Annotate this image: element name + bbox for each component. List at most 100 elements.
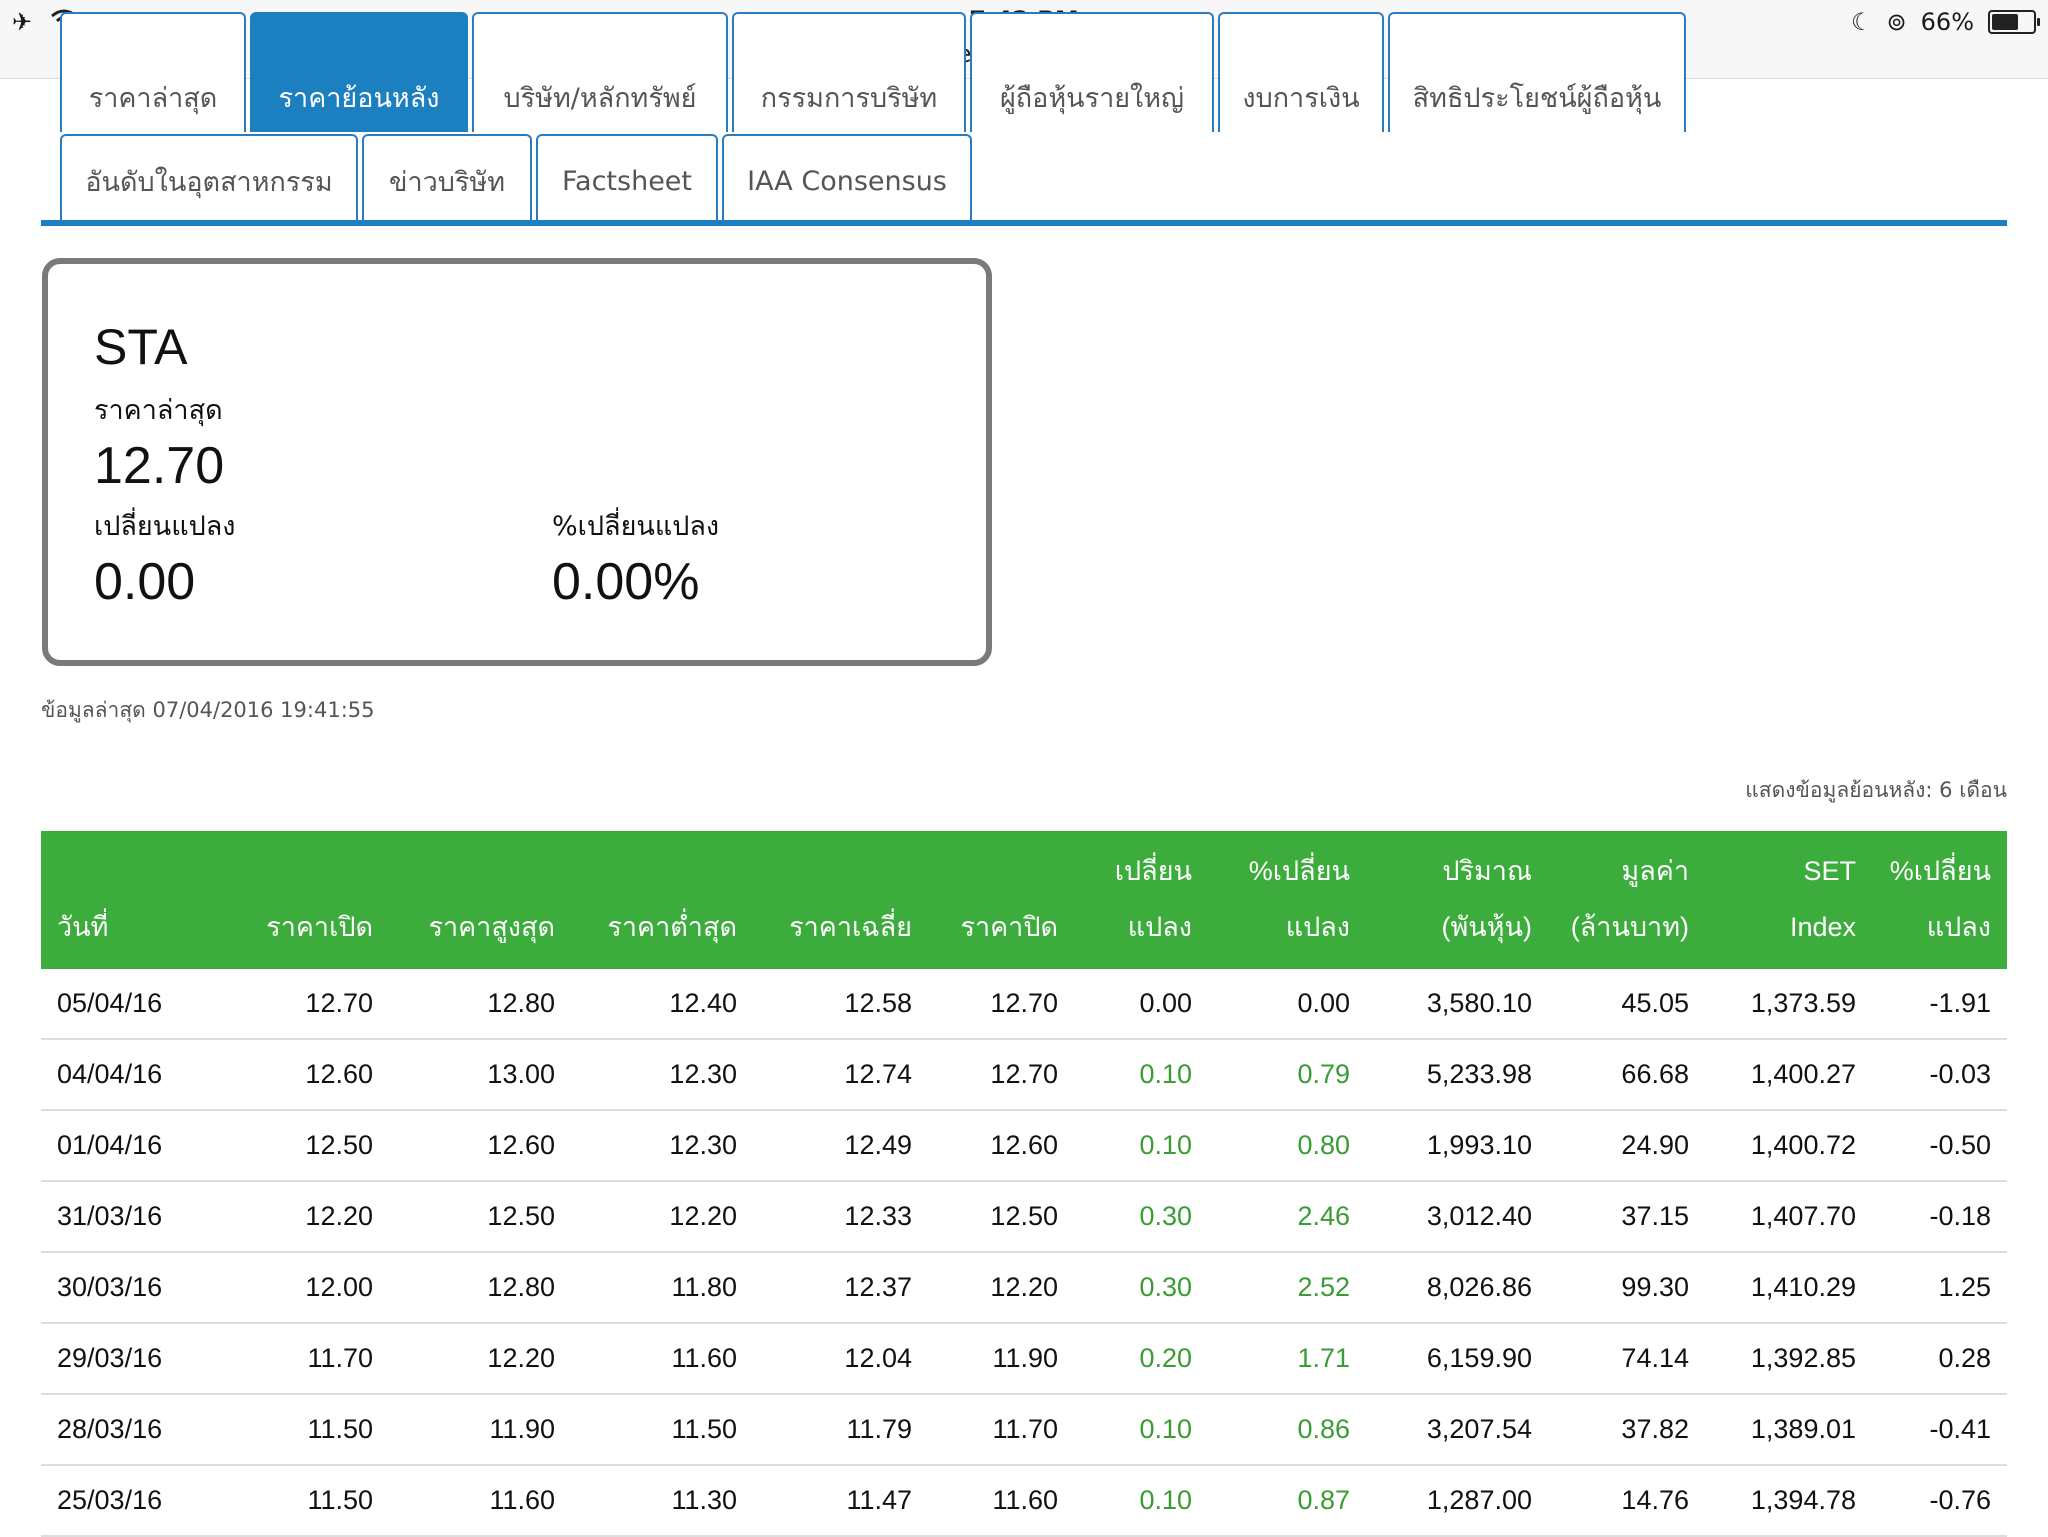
tab-industry-ranking[interactable]: อันดับในอุตสาหกรรม (60, 134, 358, 226)
table-cell: 12.30 (571, 1110, 753, 1182)
tab-board-directors[interactable]: กรรมการบริษัท (732, 12, 966, 132)
tab-iaa-consensus[interactable]: IAA Consensus (722, 134, 972, 226)
tab-price-history[interactable]: ราคาย้อนหลัง (250, 12, 468, 132)
table-cell: 66.68 (1548, 1039, 1705, 1111)
table-row: 25/03/16 11.50 11.60 11.30 11.47 11.60 0.10 0.8… (41, 1465, 2007, 1537)
column-header-line1 (769, 843, 912, 899)
stock-symbol: STA (94, 319, 188, 375)
table-cell: 1,392.85 (1705, 1323, 1872, 1395)
table-cell: 12.60 (217, 1039, 389, 1111)
table-cell: 11.47 (753, 1465, 928, 1537)
pct-change-value: 0.00% (552, 553, 700, 611)
table-cell: 0.10 (1074, 1465, 1208, 1537)
column-header: SET Index (1705, 831, 1872, 969)
table-cell: 1,287.00 (1366, 1465, 1548, 1537)
table-cell: -0.03 (1872, 1039, 2007, 1111)
table-cell: 11.70 (928, 1394, 1074, 1466)
table-cell: 05/04/16 (41, 969, 217, 1040)
table-cell: -0.50 (1872, 1110, 2007, 1182)
table-cell: 0.30 (1074, 1252, 1208, 1324)
column-header-line1: %เปลี่ยน (1889, 856, 1991, 886)
table-row: 31/03/16 12.20 12.50 12.20 12.33 12.50 0.30 2.4… (41, 1181, 2007, 1253)
table-cell: 37.15 (1548, 1181, 1705, 1253)
table-cell: 12.80 (389, 1252, 571, 1324)
table-cell: 28/03/16 (41, 1394, 217, 1466)
table-cell: 3,012.40 (1366, 1181, 1548, 1253)
table-cell: 1,410.29 (1705, 1252, 1872, 1324)
table-cell: 12.49 (753, 1110, 928, 1182)
table-cell: 11.70 (217, 1323, 389, 1395)
tab-major-shareholders[interactable]: ผู้ถือหุ้นรายใหญ่ (970, 12, 1214, 132)
table-cell: 0.87 (1208, 1465, 1366, 1537)
price-history-table: วันที่ ราคาเปิด ราคาสูงสุด ราคาต่ำสุด รา… (41, 831, 2007, 1537)
table-cell: 04/04/16 (41, 1039, 217, 1111)
tab-latest-price[interactable]: ราคาล่าสุด (60, 12, 246, 132)
column-header: ปริมาณ (พันหุ้น) (1366, 831, 1548, 969)
column-header: ราคาเปิด (217, 831, 389, 969)
table-row: 30/03/16 12.00 12.80 11.80 12.37 12.20 0.30 2.5… (41, 1252, 2007, 1324)
tab-shareholder-rights[interactable]: สิทธิประโยชน์ผู้ถือหุ้น (1388, 12, 1686, 132)
column-header: %เปลี่ยนแปลง (1872, 831, 2007, 969)
change-value: 0.00 (94, 553, 196, 611)
rotation-lock-icon: ⊚ (1886, 8, 1907, 36)
column-header-line2: แปลง (1285, 912, 1350, 942)
table-cell: 11.30 (571, 1465, 753, 1537)
column-header-line1: ปริมาณ (1442, 856, 1532, 886)
tab-factsheet[interactable]: Factsheet (536, 134, 718, 226)
column-header-line2: วันที่ (57, 912, 109, 942)
tab-underline (41, 220, 2007, 226)
table-cell: 11.60 (928, 1465, 1074, 1537)
table-cell: 1,400.72 (1705, 1110, 1872, 1182)
table-cell: 11.50 (571, 1394, 753, 1466)
table-cell: -0.41 (1872, 1394, 2007, 1466)
table-cell: 12.00 (217, 1252, 389, 1324)
change-label: เปลี่ยนแปลง (94, 511, 236, 542)
column-header: มูลค่า (ล้านบาท) (1548, 831, 1705, 969)
table-cell: 0.79 (1208, 1039, 1366, 1111)
column-header: ราคาปิด (928, 831, 1074, 969)
moon-icon: ☾ (1851, 8, 1873, 36)
table-cell: 12.04 (753, 1323, 928, 1395)
table-cell: -1.91 (1872, 969, 2007, 1040)
column-header-line1 (233, 843, 373, 899)
table-row: 29/03/16 11.70 12.20 11.60 12.04 11.90 0.20 1.7… (41, 1323, 2007, 1395)
table-cell: 0.28 (1872, 1323, 2007, 1395)
table-cell: 11.79 (753, 1394, 928, 1466)
last-updated: ข้อมูลล่าสุด 07/04/2016 19:41:55 (41, 698, 375, 722)
table-cell: 8,026.86 (1366, 1252, 1548, 1324)
table-cell: 12.20 (928, 1252, 1074, 1324)
column-header-line2: ราคาเฉลี่ย (789, 912, 912, 942)
column-header: %เปลี่ยนแปลง (1208, 831, 1366, 969)
tab-company-news[interactable]: ข่าวบริษัท (362, 134, 532, 226)
table-cell: 12.70 (217, 969, 389, 1040)
table-cell: 1,373.59 (1705, 969, 1872, 1040)
tab-financials[interactable]: งบการเงิน (1218, 12, 1384, 132)
column-header-line1 (944, 843, 1058, 899)
table-cell: 12.70 (928, 1039, 1074, 1111)
history-range-note: แสดงข้อมูลย้อนหลัง: 6 เดือน (1745, 778, 2007, 802)
column-header: เปลี่ยน แปลง (1074, 831, 1208, 969)
column-header-line2: Index (1789, 912, 1856, 942)
column-header-line1 (405, 843, 555, 899)
column-header-line1: SET (1803, 856, 1856, 886)
pct-change-label: %เปลี่ยนแปลง (552, 511, 720, 542)
tab-company-security[interactable]: บริษัท/หลักทรัพย์ (472, 12, 728, 132)
column-header-line1: มูลค่า (1621, 856, 1689, 886)
column-header-line2: ราคาต่ำสุด (607, 912, 737, 942)
table-cell: 12.74 (753, 1039, 928, 1111)
table-cell: 12.60 (928, 1110, 1074, 1182)
table-cell: 11.50 (217, 1394, 389, 1466)
airplane-icon: ✈ (12, 8, 33, 36)
column-header-line2: แปลง (1926, 912, 1991, 942)
column-header-line1: %เปลี่ยน (1248, 856, 1350, 886)
table-cell: -0.76 (1872, 1465, 2007, 1537)
battery-percent: 66% (1920, 8, 1974, 36)
column-header-line2: แปลง (1127, 912, 1192, 942)
table-cell: 37.82 (1548, 1394, 1705, 1466)
table-cell: 11.50 (217, 1465, 389, 1537)
table-row: 01/04/16 12.50 12.60 12.30 12.49 12.60 0.10 0.8… (41, 1110, 2007, 1182)
table-cell: 0.80 (1208, 1110, 1366, 1182)
table-cell: 24.90 (1548, 1110, 1705, 1182)
last-price-value: 12.70 (94, 437, 225, 495)
last-price-label: ราคาล่าสุด (94, 395, 223, 426)
